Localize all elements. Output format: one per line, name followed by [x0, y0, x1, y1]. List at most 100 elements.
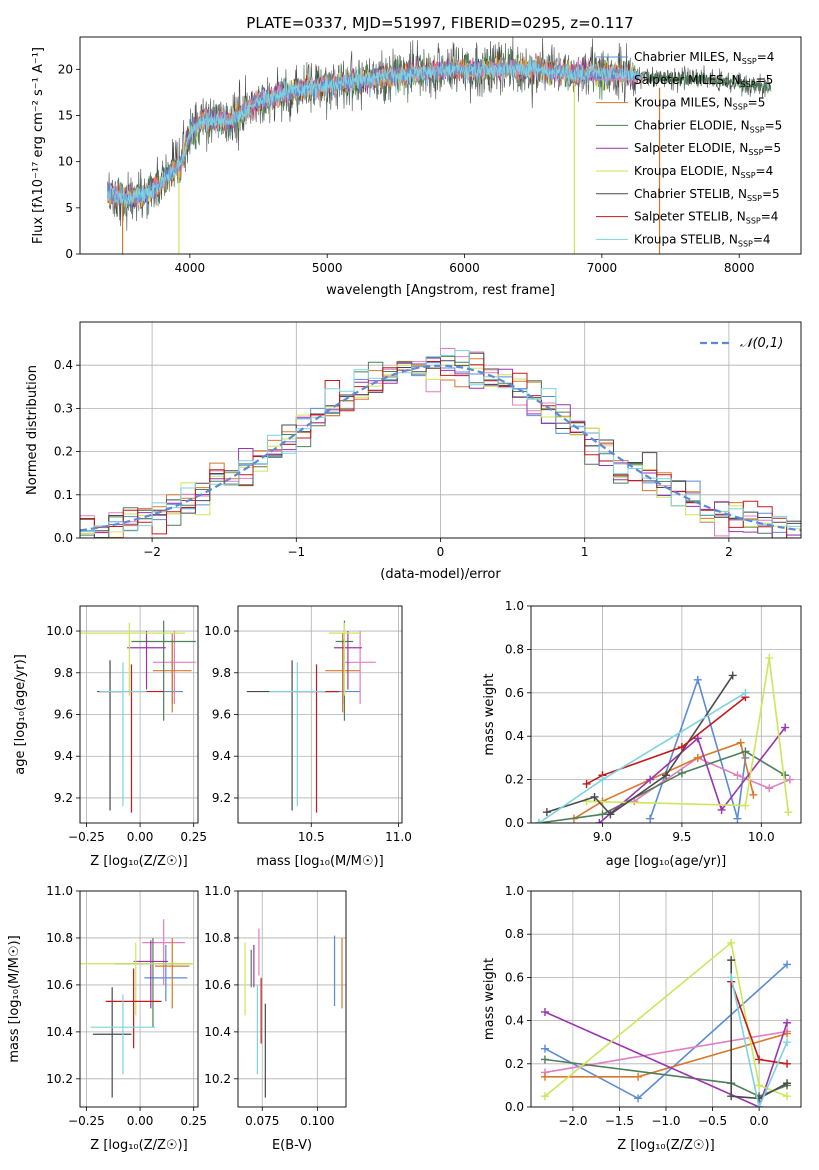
errorbar-point: [99, 664, 164, 813]
weight-marker: [784, 808, 793, 817]
plot-area-age_vs_mass: [238, 606, 402, 823]
weight-marker: [765, 784, 774, 793]
errorbar-point: [328, 622, 361, 696]
y-tick-label: 15: [58, 108, 73, 122]
y-tick-label: 9.2: [54, 791, 73, 805]
weight-marker: [727, 956, 736, 965]
grid-lines: [238, 891, 346, 1107]
errorbar-point: [152, 633, 192, 713]
x-tick-label: −2: [143, 545, 161, 559]
y-tick-label: 9.6: [212, 708, 231, 722]
legend-label: Kroupa STELIB, NSSP=4: [634, 232, 771, 248]
x-axis-label: Z [log₁₀(Z/Z☉)]: [90, 854, 187, 869]
weight-marker: [634, 1094, 643, 1103]
x-tick-label: 11.0: [385, 830, 412, 844]
weight-marker: [785, 775, 794, 784]
plot-area-age_vs_z: [80, 606, 198, 823]
x-tick-label: −0.25: [68, 1114, 105, 1128]
weight-marker: [582, 779, 591, 788]
y-tick-label: 9.4: [54, 749, 73, 763]
errorbar-point: [152, 631, 196, 705]
y-tick-label: 0.4: [54, 358, 73, 372]
chart-title: PLATE=0337, MJD=51997, FIBERID=0295, z=0…: [246, 14, 633, 32]
legend-label: Salpeter MILES, NSSP=5: [634, 73, 773, 89]
errorbar-point: [133, 940, 168, 1009]
x-tick-label: 0.00: [127, 830, 154, 844]
normal-curve: [80, 364, 801, 532]
weight-marker: [755, 1081, 764, 1090]
y-tick-label: 10.6: [46, 978, 73, 992]
x-tick-label: 0.100: [300, 1114, 334, 1128]
grid-lines: [238, 606, 402, 823]
y-tick-label: 0.2: [505, 1057, 524, 1071]
errorbar-point: [131, 620, 196, 721]
weight-marker: [781, 771, 790, 780]
errorbar-point: [105, 968, 162, 1049]
y-axis-label: Normed distribution: [25, 365, 40, 495]
y-tick-label: 9.8: [212, 666, 231, 680]
y-axis-label: mass [log₁₀(M/M☉)]: [7, 935, 22, 1062]
y-tick-label: 10.4: [204, 1025, 231, 1039]
x-tick-label: 5000: [312, 261, 343, 275]
axes-frame: [237, 890, 347, 1108]
x-tick-label: 0.00: [127, 1114, 154, 1128]
weight-series-salpeter_miles: [544, 1030, 788, 1074]
y-axis-label: Flux [fλ10⁻¹⁷ erg cm⁻² s⁻¹ A⁻¹]: [31, 47, 46, 244]
y-tick-label: 0.2: [505, 773, 524, 787]
legend-label: Chabrier STELIB, NSSP=5: [634, 187, 780, 203]
y-tick-label: 10.0: [204, 624, 231, 638]
errorbar-point: [99, 662, 147, 807]
grid-lines: [531, 891, 801, 1107]
y-tick-label: 11.0: [204, 884, 231, 898]
x-axis-label: E(B-V): [272, 1138, 312, 1153]
y-tick-label: 9.8: [54, 666, 73, 680]
y-tick-label: 0.0: [505, 816, 524, 830]
weight-marker: [783, 1079, 792, 1088]
x-tick-label: 0.075: [245, 1114, 279, 1128]
histogram-kroupa_stelib: [80, 350, 801, 533]
axes-mass_vs_z: −0.25 0.00 0.25 10.2 10.4 10.6 10.8 11.0 Z [log₁…: [7, 884, 207, 1153]
legend-label: Chabrier ELODIE, NSSP=5: [634, 118, 782, 134]
y-tick-label: 9.2: [212, 791, 231, 805]
errorbar-point: [114, 937, 192, 1028]
axes-frame: [79, 890, 199, 1108]
x-tick-label: −0.5: [698, 1114, 727, 1128]
grid-lines: [80, 891, 198, 1107]
spectrum-line-kroupa_stelib: [107, 54, 644, 208]
y-tick-label: 20: [58, 62, 73, 76]
x-tick-label: 1: [581, 545, 589, 559]
y-tick-label: 0.3: [54, 401, 73, 415]
weight-marker: [717, 805, 726, 814]
weight-marker: [662, 771, 670, 780]
x-axis-label: Z [log₁₀(Z/Z☉)]: [617, 1138, 714, 1153]
weight-marker: [727, 1092, 736, 1101]
y-tick-label: 1.0: [505, 884, 524, 898]
x-tick-label: 8000: [724, 261, 755, 275]
errorbar-point: [144, 945, 188, 1002]
y-tick-label: 10.6: [204, 978, 231, 992]
weight-marker: [765, 654, 774, 663]
y-tick-label: 0.6: [505, 686, 524, 700]
weight-marker: [783, 1092, 792, 1101]
y-axis-label: mass weight: [482, 673, 497, 755]
grid-lines: [80, 606, 198, 823]
x-tick-label: 7000: [587, 261, 618, 275]
errorbar-point: [90, 994, 156, 1075]
weight-marker: [582, 797, 591, 806]
weight-marker: [783, 1038, 792, 1047]
axes-frame: [237, 605, 403, 824]
y-tick-label: 10.2: [46, 1072, 73, 1086]
y-axis-label: age [log₁₀(age/yr)]: [13, 654, 28, 775]
errorbar-point: [97, 660, 123, 811]
axes-frame: [79, 605, 199, 824]
plot-area-mass_vs_z: [80, 891, 198, 1107]
y-tick-label: 10.2: [204, 1072, 231, 1086]
weight-marker: [540, 1092, 549, 1101]
weight-series-chabrier_stelib: [546, 674, 734, 816]
plot-area-weight_vs_z: [531, 891, 801, 1107]
legend-label: Chabrier MILES, NSSP=4: [634, 50, 774, 66]
errorbar-point: [127, 631, 166, 690]
x-tick-label: 0.0: [750, 1114, 769, 1128]
x-tick-label: 9.5: [672, 830, 691, 844]
